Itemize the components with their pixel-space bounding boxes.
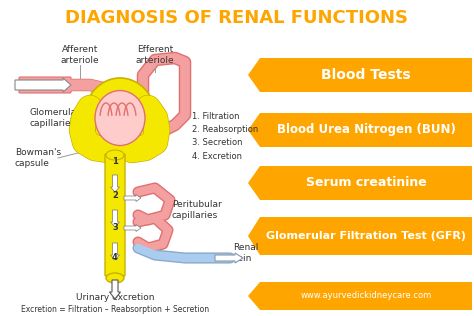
FancyArrow shape <box>124 224 141 232</box>
Text: Afferent
arteriole: Afferent arteriole <box>61 45 100 65</box>
Text: Blood Urea Nitrogen (BUN): Blood Urea Nitrogen (BUN) <box>276 124 456 137</box>
Polygon shape <box>248 217 472 255</box>
Text: 2: 2 <box>112 191 118 199</box>
Text: Efferent
arteriole: Efferent arteriole <box>136 45 174 65</box>
Text: DIAGNOSIS OF RENAL FUNCTIONS: DIAGNOSIS OF RENAL FUNCTIONS <box>65 9 409 27</box>
FancyArrow shape <box>215 253 243 263</box>
FancyArrow shape <box>110 210 119 227</box>
Text: Glomerular Filtration Test (GFR): Glomerular Filtration Test (GFR) <box>266 231 466 241</box>
Text: Urinary excretion: Urinary excretion <box>76 294 154 302</box>
FancyBboxPatch shape <box>19 77 71 93</box>
Ellipse shape <box>95 90 145 145</box>
Text: 3: 3 <box>112 223 118 233</box>
Text: Excretion = Filtration – Reabsorption + Secretion: Excretion = Filtration – Reabsorption + … <box>21 306 209 314</box>
FancyArrow shape <box>110 243 119 260</box>
FancyBboxPatch shape <box>105 154 125 276</box>
Polygon shape <box>248 113 472 147</box>
FancyArrow shape <box>109 280 120 299</box>
Polygon shape <box>248 282 472 310</box>
FancyArrow shape <box>110 175 119 192</box>
Text: Serum creatinine: Serum creatinine <box>306 177 427 190</box>
Text: 1. Filtration
2. Reabsorption
3. Secretion
4. Excretion: 1. Filtration 2. Reabsorption 3. Secreti… <box>192 112 258 161</box>
Ellipse shape <box>106 150 124 160</box>
Text: Blood Tests: Blood Tests <box>321 68 411 82</box>
Text: Renal
vein: Renal vein <box>233 243 258 263</box>
FancyArrow shape <box>15 78 71 92</box>
Text: 1: 1 <box>112 157 118 167</box>
Text: Bowman's
capsule: Bowman's capsule <box>15 148 61 168</box>
Polygon shape <box>248 166 472 200</box>
Text: 4: 4 <box>112 253 118 263</box>
Text: www.ayurvedickidneycare.com: www.ayurvedickidneycare.com <box>301 291 432 301</box>
Ellipse shape <box>84 78 156 158</box>
Text: Glomerular
capillaries: Glomerular capillaries <box>30 108 81 128</box>
Ellipse shape <box>106 273 124 283</box>
FancyArrow shape <box>124 195 141 202</box>
Text: Peritubular
capillaries: Peritubular capillaries <box>172 200 222 220</box>
Polygon shape <box>248 58 472 92</box>
